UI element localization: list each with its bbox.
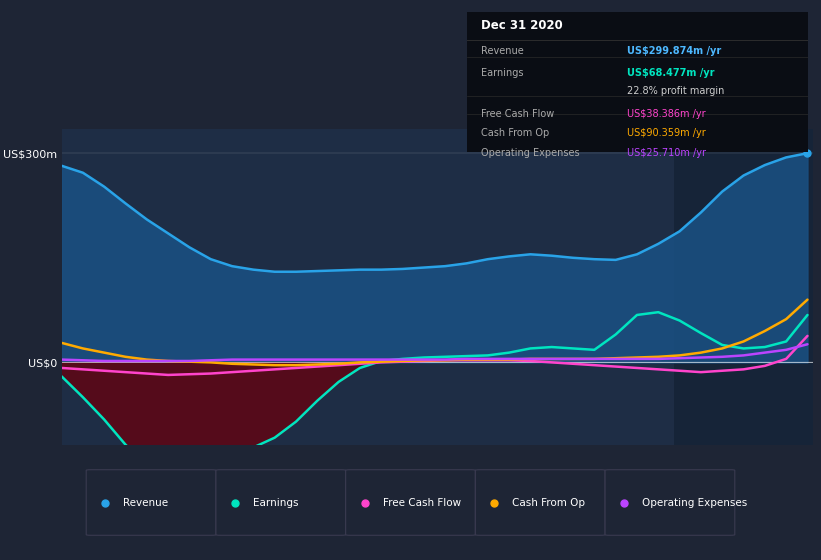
Bar — [674, 129, 813, 484]
FancyBboxPatch shape — [605, 470, 735, 535]
Text: Dec 31 2020: Dec 31 2020 — [480, 19, 562, 32]
Text: Cash From Op: Cash From Op — [512, 497, 585, 507]
Text: 22.8% profit margin: 22.8% profit margin — [627, 86, 725, 96]
Text: Cash From Op: Cash From Op — [480, 128, 549, 138]
Text: Earnings: Earnings — [480, 68, 523, 78]
Text: Operating Expenses: Operating Expenses — [642, 497, 747, 507]
FancyBboxPatch shape — [216, 470, 346, 535]
Text: US$38.386m /yr: US$38.386m /yr — [627, 109, 706, 119]
Text: US$90.359m /yr: US$90.359m /yr — [627, 128, 706, 138]
Text: Operating Expenses: Operating Expenses — [480, 148, 580, 158]
FancyBboxPatch shape — [346, 470, 475, 535]
Text: US$68.477m /yr: US$68.477m /yr — [627, 68, 715, 78]
Text: US$25.710m /yr: US$25.710m /yr — [627, 148, 706, 158]
Text: Earnings: Earnings — [253, 497, 298, 507]
Text: Free Cash Flow: Free Cash Flow — [480, 109, 554, 119]
Text: Revenue: Revenue — [123, 497, 168, 507]
Text: Free Cash Flow: Free Cash Flow — [383, 497, 461, 507]
Text: Revenue: Revenue — [480, 45, 524, 55]
FancyBboxPatch shape — [86, 470, 216, 535]
FancyBboxPatch shape — [475, 470, 605, 535]
Text: US$299.874m /yr: US$299.874m /yr — [627, 45, 722, 55]
